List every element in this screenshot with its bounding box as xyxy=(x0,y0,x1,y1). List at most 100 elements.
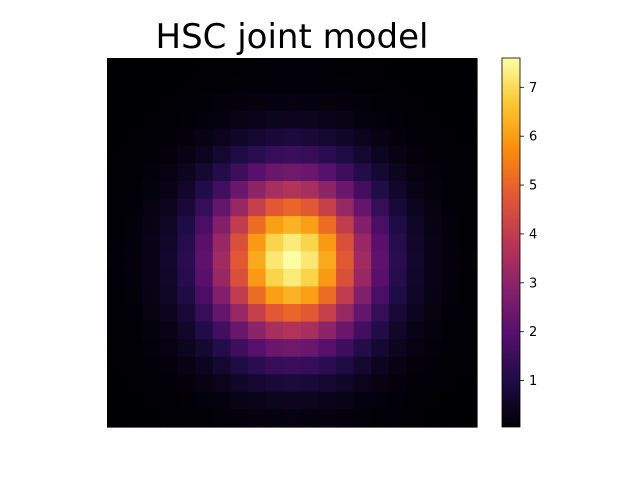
heatmap-cell xyxy=(247,128,267,147)
heatmap-cell xyxy=(441,233,460,252)
heatmap-cell xyxy=(318,286,337,305)
colorbar: 1 2 3 4 5 6 7 xyxy=(501,57,537,428)
heatmap-cell xyxy=(177,304,196,323)
heatmap-cell xyxy=(124,58,143,77)
heatmap-cell xyxy=(388,374,408,393)
heatmap-cell xyxy=(283,128,302,147)
heatmap-cell xyxy=(159,251,179,270)
heatmap-cell xyxy=(142,251,161,270)
heatmap-cell xyxy=(212,339,231,358)
heatmap-cell xyxy=(353,58,372,77)
heatmap-cell xyxy=(265,304,284,323)
heatmap-cell xyxy=(195,391,214,411)
heatmap-cell xyxy=(300,198,320,217)
heatmap-cell xyxy=(195,356,214,375)
heatmap-cell xyxy=(230,268,249,288)
colorbar-tick-label: 4 xyxy=(529,227,537,242)
heatmap-cell xyxy=(195,304,214,323)
heatmap-cell xyxy=(159,268,179,288)
heatmap-cell xyxy=(371,321,390,340)
heatmap-cell xyxy=(212,374,231,393)
colorbar-tick-label: 2 xyxy=(529,325,537,340)
heatmap-cell xyxy=(371,409,390,428)
heatmap-cell xyxy=(124,251,143,270)
heatmap-cell xyxy=(353,286,372,305)
heatmap-cell xyxy=(107,216,126,235)
heatmap-cell xyxy=(353,128,372,147)
heatmap-cell xyxy=(318,374,337,393)
heatmap-cell xyxy=(230,374,249,393)
heatmap-cell xyxy=(247,145,267,165)
heatmap-cell xyxy=(142,286,161,305)
heatmap-cell xyxy=(195,233,214,252)
heatmap-cell xyxy=(424,181,443,200)
heatmap-cell xyxy=(406,268,425,288)
heatmap-cell xyxy=(353,409,372,428)
heatmap-cell xyxy=(142,181,161,200)
heatmap-cell xyxy=(283,163,302,182)
heatmap-cell xyxy=(247,251,267,270)
heatmap-cell xyxy=(230,93,249,112)
heatmap-cell xyxy=(371,233,390,252)
heatmap-cell xyxy=(371,268,390,288)
heatmap-cell xyxy=(441,391,460,411)
heatmap-cell xyxy=(388,268,408,288)
heatmap-cell xyxy=(107,268,126,288)
heatmap-cell xyxy=(336,93,355,112)
heatmap-cell xyxy=(177,356,196,375)
heatmap-cell xyxy=(124,339,143,358)
heatmap-cell xyxy=(459,58,478,77)
heatmap-cell xyxy=(124,268,143,288)
heatmap-cell xyxy=(459,181,478,200)
heatmap-cell xyxy=(212,304,231,323)
heatmap-cell xyxy=(107,391,126,411)
heatmap-cell xyxy=(406,93,425,112)
heatmap-cell xyxy=(424,374,443,393)
heatmap-cell xyxy=(371,286,390,305)
heatmap-cell xyxy=(247,339,267,358)
heatmap-cell xyxy=(212,145,231,165)
heatmap-cell xyxy=(406,339,425,358)
heatmap-cell xyxy=(159,181,179,200)
heatmap-cell xyxy=(142,75,161,94)
heatmap-cell xyxy=(107,145,126,165)
heatmap-cell xyxy=(424,163,443,182)
heatmap-cell xyxy=(388,286,408,305)
heatmap-cell xyxy=(371,110,390,129)
heatmap-cell xyxy=(265,409,284,428)
heatmap-cell xyxy=(300,374,320,393)
heatmap-cell xyxy=(247,198,267,217)
heatmap-cell xyxy=(247,93,267,112)
heatmap-cell xyxy=(195,286,214,305)
heatmap-cell xyxy=(318,216,337,235)
heatmap-cell xyxy=(424,356,443,375)
heatmap-cell xyxy=(265,198,284,217)
heatmap-cell xyxy=(195,128,214,147)
heatmap-cell xyxy=(142,145,161,165)
heatmap-cell xyxy=(265,268,284,288)
heatmap-cell xyxy=(424,93,443,112)
heatmap-cell xyxy=(142,356,161,375)
heatmap-cell xyxy=(177,128,196,147)
heatmap-cell xyxy=(247,181,267,200)
heatmap-cell xyxy=(424,339,443,358)
heatmap-cell xyxy=(459,391,478,411)
heatmap xyxy=(107,58,478,428)
heatmap-cell xyxy=(124,374,143,393)
heatmap-cell xyxy=(441,356,460,375)
heatmap-cell xyxy=(230,251,249,270)
heatmap-cell xyxy=(300,75,320,94)
heatmap-cell xyxy=(177,58,196,77)
heatmap-cell xyxy=(300,356,320,375)
heatmap-cell xyxy=(406,321,425,340)
heatmap-cell xyxy=(195,93,214,112)
heatmap-cell xyxy=(283,356,302,375)
heatmap-cell xyxy=(459,93,478,112)
heatmap-cell xyxy=(124,216,143,235)
heatmap-cell xyxy=(247,374,267,393)
heatmap-cell xyxy=(318,304,337,323)
heatmap-cell xyxy=(353,233,372,252)
heatmap-cell xyxy=(283,304,302,323)
heatmap-cell xyxy=(441,145,460,165)
heatmap-cell xyxy=(177,339,196,358)
